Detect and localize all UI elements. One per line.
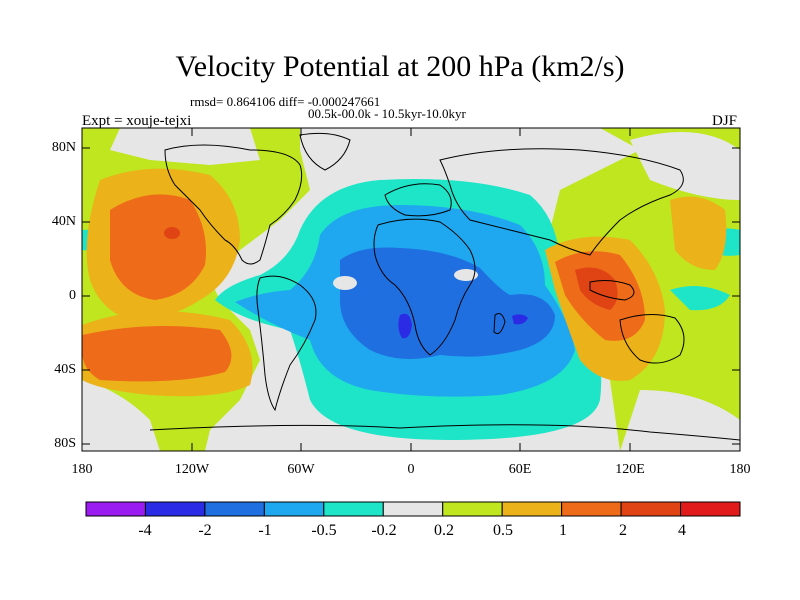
field-negative-patch — [670, 286, 730, 311]
colorbar-swatch — [620, 501, 682, 517]
field-neutral-hole — [454, 269, 478, 281]
stats-label: rmsd= 0.864106 diff= -0.000247661 — [190, 94, 381, 109]
season-label: DJF — [712, 113, 738, 129]
field-negative-core — [398, 313, 412, 339]
field-neutral-patch — [630, 132, 740, 200]
antarctica-outline — [149, 424, 740, 441]
colorbar-label: 4 — [678, 522, 686, 539]
lat-label-80s: 80S — [54, 436, 76, 451]
velocity-potential-field — [82, 128, 740, 451]
colorbar-swatch — [85, 501, 146, 517]
field-positive-core — [164, 227, 180, 239]
asia-outline — [439, 148, 684, 256]
coastlines — [149, 132, 740, 441]
lon-label-60e: 60E — [508, 462, 532, 477]
colorbar-label: -0.2 — [371, 522, 397, 539]
lat-label-0: 0 — [69, 288, 76, 303]
colorbar-swatch — [382, 501, 444, 517]
lon-label-60w: 60W — [287, 462, 315, 477]
south-america-outline — [256, 275, 317, 412]
longitude-ticks — [81, 128, 741, 451]
field-positive-moderate — [670, 196, 727, 270]
africa-outline — [373, 218, 476, 356]
colorbar-swatch — [501, 501, 563, 517]
australia-outline — [619, 314, 685, 364]
lon-label-120w: 120W — [174, 462, 210, 477]
europe-outline — [384, 183, 452, 217]
colorbar-swatch — [263, 501, 325, 517]
colorbar-swatch — [680, 501, 741, 517]
colorbar-label: 1 — [559, 522, 567, 539]
lon-label-180w: 180 — [71, 462, 93, 477]
period-label: 00.5k-00.0k - 10.5kyr-10.0kyr — [308, 106, 466, 121]
colorbar — [85, 501, 741, 517]
colorbar-swatch — [144, 501, 206, 517]
colorbar-label: 0.5 — [493, 522, 513, 539]
north-america-outline — [164, 144, 303, 265]
map-title: Velocity Potential at 200 hPa (km2/s) — [175, 50, 625, 83]
colorbar-swatch — [323, 501, 384, 517]
colorbar-label: -2 — [198, 522, 212, 539]
latitude-ticks — [82, 147, 740, 445]
colorbar-label: -4 — [138, 522, 152, 539]
lat-label-40s: 40S — [54, 362, 76, 377]
lon-label-0: 0 — [407, 462, 415, 477]
greenland-outline — [299, 132, 351, 171]
experiment-label: Expt = xouje-tejxi — [82, 113, 192, 129]
field-positive-strong — [82, 326, 232, 382]
colorbar-label: 0.2 — [434, 522, 454, 539]
lat-label-40n: 40N — [51, 214, 76, 229]
lon-label-180e: 180 — [729, 462, 751, 477]
field-positive-core — [575, 267, 618, 310]
colorbar-swatch — [442, 501, 503, 517]
field-negative-core — [512, 314, 528, 325]
field-neutral-patch — [82, 380, 160, 451]
colorbar-swatch — [561, 501, 622, 517]
madagascar-outline — [493, 313, 506, 335]
lon-label-120e: 120E — [615, 462, 645, 477]
field-neutral-patch — [620, 390, 740, 451]
colorbar-label: -1 — [258, 522, 272, 539]
colorbar-swatch — [204, 501, 265, 517]
field-positive-strong — [110, 194, 206, 300]
colorbar-label: -0.5 — [311, 522, 337, 539]
lat-label-80n: 80N — [51, 140, 76, 155]
colorbar-label: 2 — [619, 522, 627, 539]
indonesia-outline — [589, 280, 635, 301]
field-neutral-hole — [333, 276, 357, 290]
